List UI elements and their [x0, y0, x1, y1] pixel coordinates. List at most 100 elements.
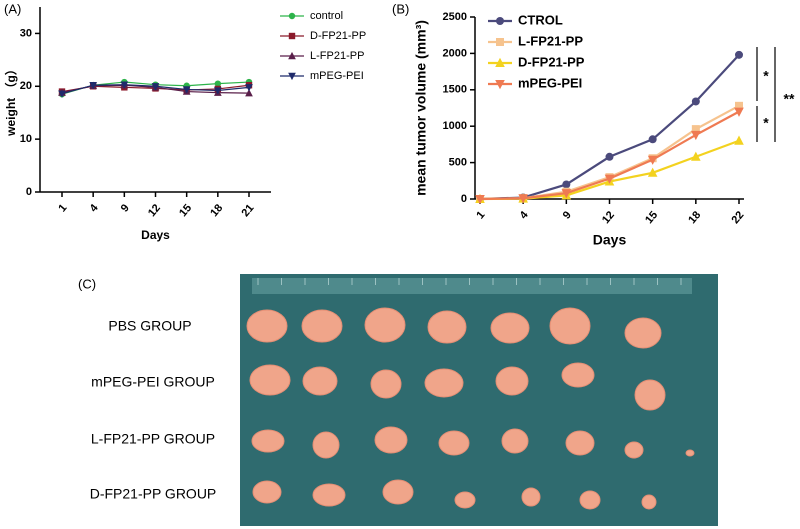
x-axis-label: Days [593, 232, 627, 248]
y-tick-label: 30 [20, 27, 32, 39]
annotation: * [763, 68, 769, 84]
marker [691, 151, 701, 161]
tumor [427, 310, 467, 344]
marker [562, 180, 571, 189]
marker [120, 81, 129, 89]
marker [214, 80, 222, 87]
x-tick-label: 1 [474, 209, 487, 221]
y-axis-label: mean tumor volume (mm³) [413, 20, 429, 196]
panel-label: (A) [4, 1, 21, 16]
series-line [479, 139, 740, 201]
marker [182, 86, 191, 94]
y-tick-label: 2000 [443, 47, 467, 59]
x-tick-label: 18 [686, 209, 703, 226]
group-label: mPEG-PEI GROUP [91, 374, 215, 390]
x-tick-label: 22 [729, 209, 746, 226]
significance-brackets [756, 47, 776, 142]
y-tick-label: 1000 [443, 120, 467, 132]
x-tick-label: 12 [600, 209, 617, 226]
y-tick-label: 2500 [443, 11, 467, 23]
x-tick-label: 9 [119, 202, 132, 214]
tumor [641, 494, 657, 510]
y-tick-label: 500 [449, 157, 467, 169]
tumor [490, 312, 530, 344]
legend-label: L-FP21-PP [310, 50, 364, 62]
marker [213, 87, 222, 95]
tumor [364, 307, 406, 343]
legend-marker [288, 32, 296, 40]
panel-label: (C) [78, 276, 96, 291]
x-tick-label: 12 [146, 202, 163, 219]
y-tick-label: 1500 [443, 84, 467, 96]
y-tick-label: 0 [461, 193, 467, 205]
tumor [382, 479, 414, 505]
marker [89, 82, 98, 90]
panel-label: (B) [392, 1, 409, 16]
x-tick-label: 18 [208, 202, 225, 219]
tumor [424, 368, 464, 398]
tumor [501, 428, 529, 454]
tumor [302, 366, 338, 396]
marker [648, 135, 657, 144]
legend-marker [496, 38, 504, 46]
y-tick-label: 20 [20, 80, 32, 92]
tumor [685, 449, 695, 457]
x-tick-label: 1 [56, 202, 69, 214]
group-label: D-FP21-PP GROUP [90, 486, 217, 502]
tumor [251, 429, 285, 453]
tumor [561, 362, 595, 388]
tumor [370, 369, 402, 399]
tumor [374, 426, 408, 454]
legend-marker [496, 17, 504, 25]
tumor [246, 309, 288, 343]
tumor [312, 431, 340, 459]
x-tick-label: 15 [177, 202, 194, 219]
x-axis-label: Days [141, 228, 170, 242]
legend-marker [495, 80, 505, 90]
legend-label: mPEG-PEI [518, 75, 582, 90]
marker [561, 189, 572, 199]
legend-label: D-FP21-PP [310, 30, 366, 42]
group-label: L-FP21-PP GROUP [91, 431, 215, 447]
tumor [438, 430, 470, 456]
tumor [521, 487, 541, 507]
tumor [301, 309, 343, 343]
marker [734, 135, 744, 145]
tumor-photo [240, 274, 718, 526]
x-tick-label: 21 [239, 202, 256, 219]
legend-marker [495, 57, 505, 67]
tumor [249, 364, 291, 396]
legend-marker [288, 12, 296, 20]
tumor [312, 483, 346, 507]
marker [475, 195, 485, 205]
group-label: PBS GROUP [108, 318, 191, 334]
x-tick-label: 4 [88, 201, 102, 214]
tumor [549, 307, 591, 345]
ruler [252, 278, 692, 294]
marker [518, 194, 528, 204]
annotation: ** [784, 91, 795, 107]
marker [647, 167, 658, 177]
tumor [495, 366, 529, 396]
tumor [252, 480, 282, 504]
x-tick-label: 9 [561, 209, 574, 221]
x-tick-label: 15 [643, 209, 660, 226]
legend-marker [288, 72, 296, 81]
marker [647, 155, 658, 165]
y-axis-label: weight （g） [3, 63, 18, 137]
legend-label: L-FP21-PP [518, 33, 583, 48]
legend-label: CTROL [518, 12, 563, 27]
tumor [565, 430, 595, 456]
y-tick-label: 0 [26, 186, 32, 198]
marker [691, 130, 701, 141]
marker [245, 84, 253, 92]
annotation: * [763, 115, 769, 131]
tumor [454, 491, 476, 509]
marker [691, 125, 700, 134]
marker [691, 97, 700, 106]
marker [58, 90, 66, 98]
marker [605, 152, 614, 161]
marker [245, 88, 253, 97]
marker [151, 83, 160, 91]
